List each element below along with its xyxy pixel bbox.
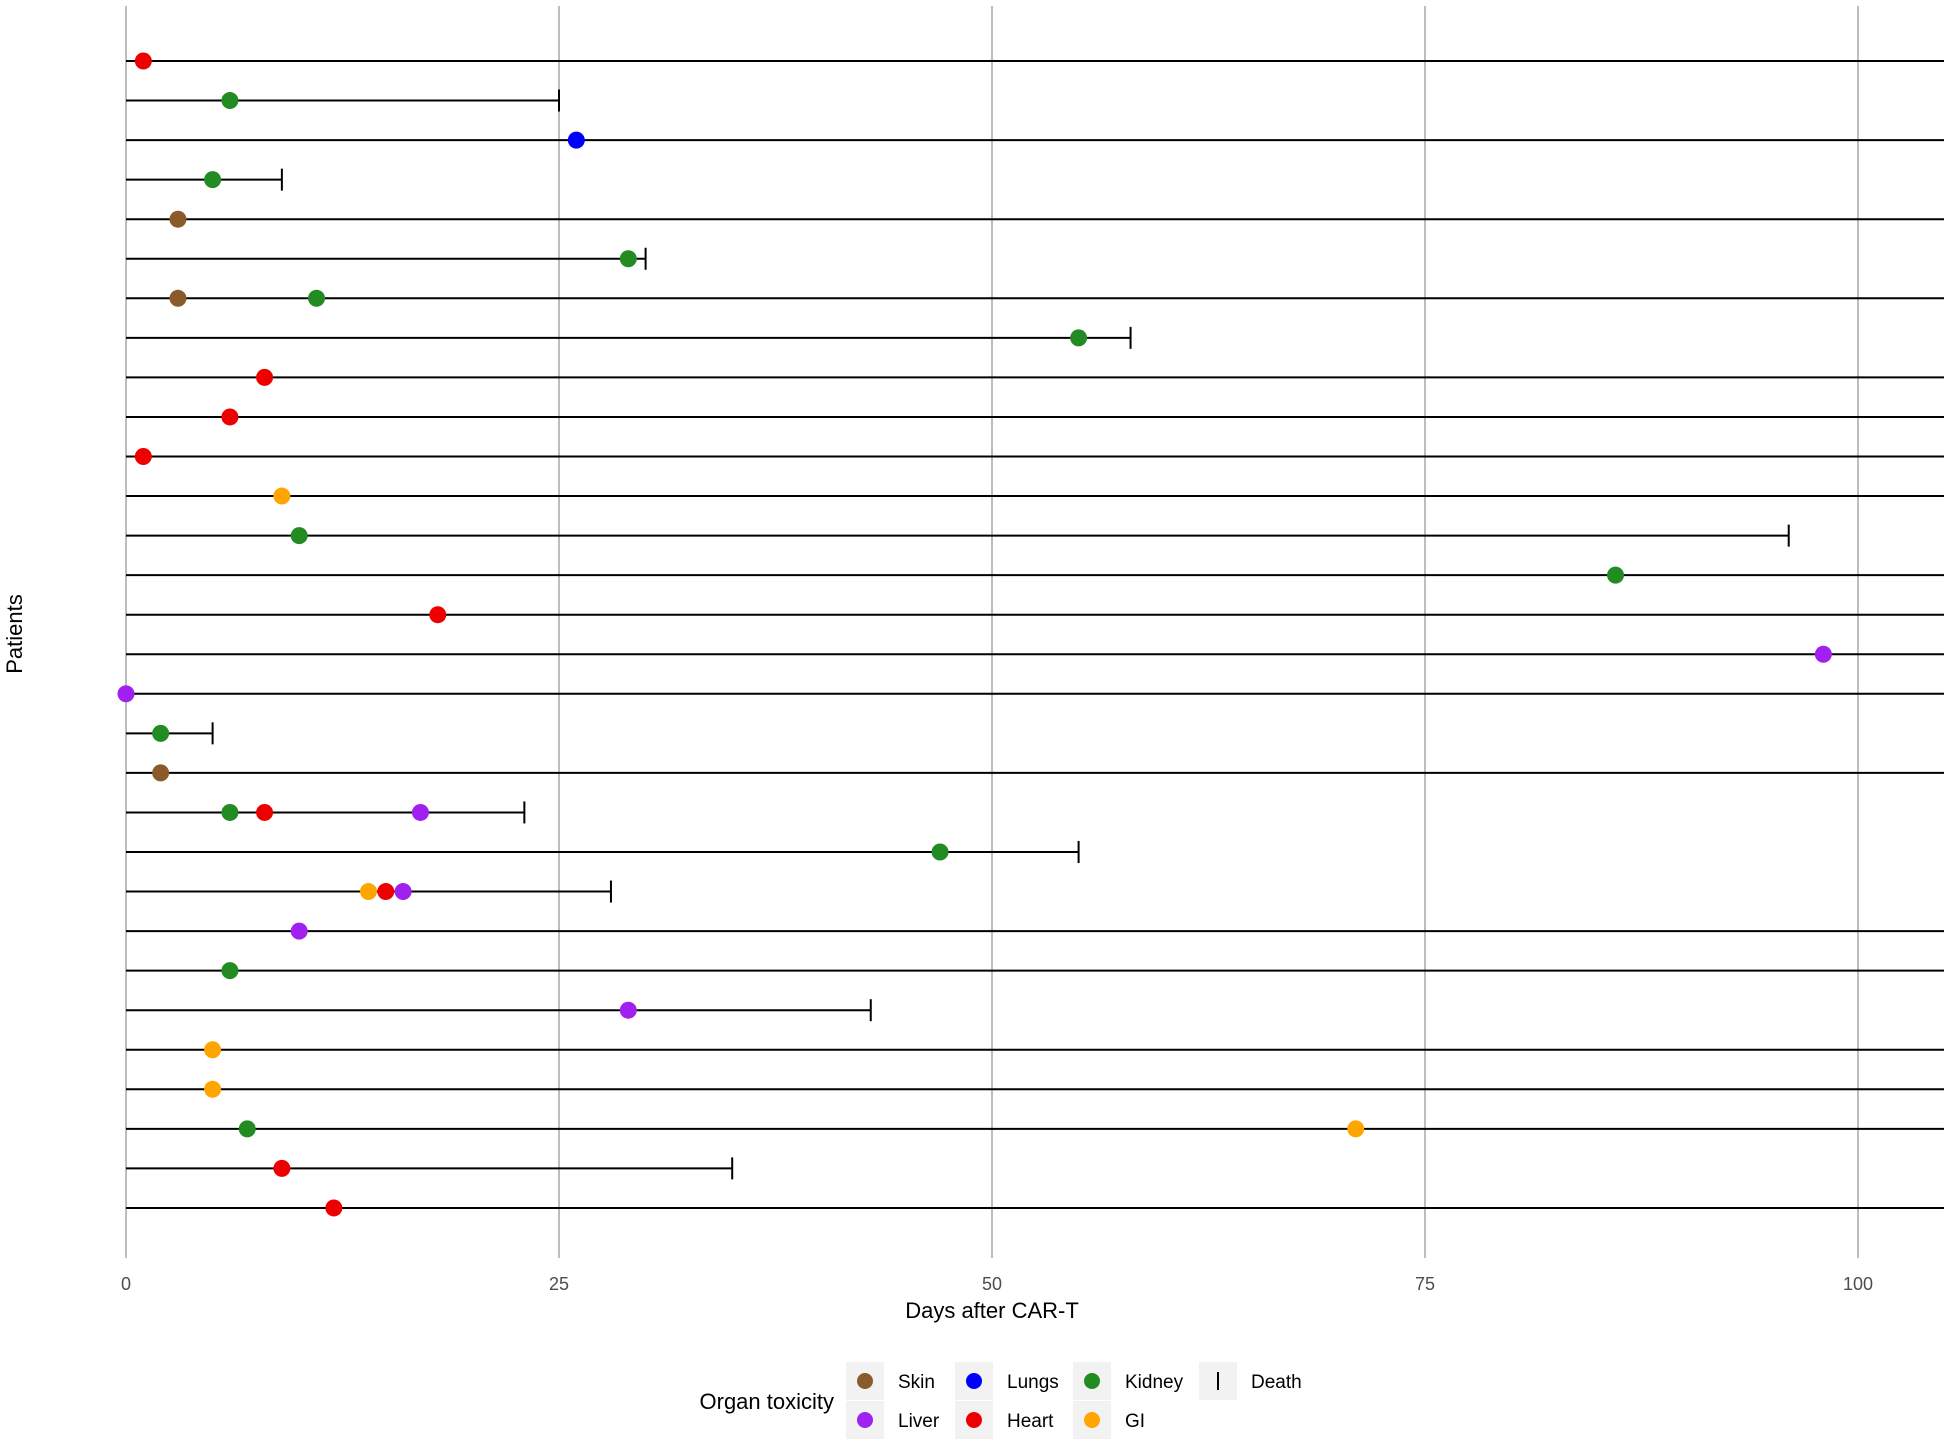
event-point-7-1 <box>169 289 187 307</box>
legend-key-liver <box>857 1412 873 1428</box>
event-point-4-1 <box>204 171 222 189</box>
y-axis-label: Patients <box>2 594 27 674</box>
legend-label-liver: Liver <box>898 1411 940 1432</box>
event-point-9-1 <box>256 368 274 386</box>
event-points-layer <box>117 52 1832 1217</box>
event-point-22-2 <box>377 883 395 901</box>
event-point-30-1 <box>325 1199 343 1217</box>
event-point-29-1 <box>273 1159 291 1177</box>
patient-lines-layer <box>126 60 1944 1209</box>
event-point-28-2 <box>1347 1120 1365 1138</box>
event-point-27-1 <box>204 1080 222 1098</box>
event-point-13-1 <box>290 527 308 545</box>
legend-key-gi <box>1084 1412 1100 1428</box>
event-point-25-1 <box>619 1001 637 1019</box>
event-point-19-1 <box>152 764 170 782</box>
legend-key-heart <box>966 1412 982 1428</box>
event-point-22-3 <box>394 883 412 901</box>
legend: Organ toxicity Skin Lungs Kidney Death Liver… <box>700 1362 1302 1439</box>
event-point-20-1 <box>221 803 239 821</box>
event-point-23-1 <box>290 922 308 940</box>
x-tick-label-100: 100 <box>1843 1274 1873 1294</box>
event-point-10-1 <box>221 408 239 426</box>
legend-label-skin: Skin <box>898 1372 935 1393</box>
legend-title: Organ toxicity <box>700 1389 835 1414</box>
event-point-24-1 <box>221 962 239 980</box>
event-point-22-1 <box>359 883 377 901</box>
legend-label-kidney: Kidney <box>1125 1372 1184 1393</box>
event-point-26-1 <box>204 1041 222 1059</box>
event-point-12-1 <box>273 487 291 505</box>
legend-label-gi: GI <box>1125 1411 1145 1432</box>
legend-key-lungs <box>966 1373 982 1389</box>
event-point-6-1 <box>619 250 637 268</box>
x-tick-label-0: 0 <box>121 1274 131 1294</box>
legend-keys: Skin Lungs Kidney Death Liver Heart GI <box>846 1362 1302 1439</box>
event-point-20-3 <box>411 803 429 821</box>
x-tick-label-50: 50 <box>982 1274 1002 1294</box>
x-tick-label-75: 75 <box>1415 1274 1435 1294</box>
event-point-14-1 <box>1607 566 1625 584</box>
x-tick-labels: 0 25 50 75 100 <box>121 1274 1873 1294</box>
event-point-15-1 <box>429 606 447 624</box>
event-point-11-1 <box>134 448 152 465</box>
event-point-16-1 <box>1814 645 1832 663</box>
event-point-3-1 <box>567 131 585 149</box>
event-point-17-1 <box>117 685 135 703</box>
event-point-28-1 <box>238 1120 256 1138</box>
legend-label-lungs: Lungs <box>1007 1372 1059 1393</box>
legend-key-skin <box>857 1373 873 1389</box>
legend-key-kidney <box>1084 1373 1100 1389</box>
event-point-1-1 <box>134 52 152 70</box>
event-point-20-2 <box>256 803 274 821</box>
legend-label-death: Death <box>1251 1372 1302 1393</box>
x-axis-label: Days after CAR-T <box>905 1298 1079 1323</box>
event-point-7-2 <box>308 289 326 307</box>
event-point-21-1 <box>931 843 949 861</box>
legend-label-heart: Heart <box>1007 1411 1054 1432</box>
event-point-5-1 <box>169 210 187 228</box>
event-point-18-1 <box>152 724 170 742</box>
event-point-8-1 <box>1070 329 1088 347</box>
event-point-2-1 <box>221 92 239 110</box>
x-tick-label-25: 25 <box>549 1274 569 1294</box>
